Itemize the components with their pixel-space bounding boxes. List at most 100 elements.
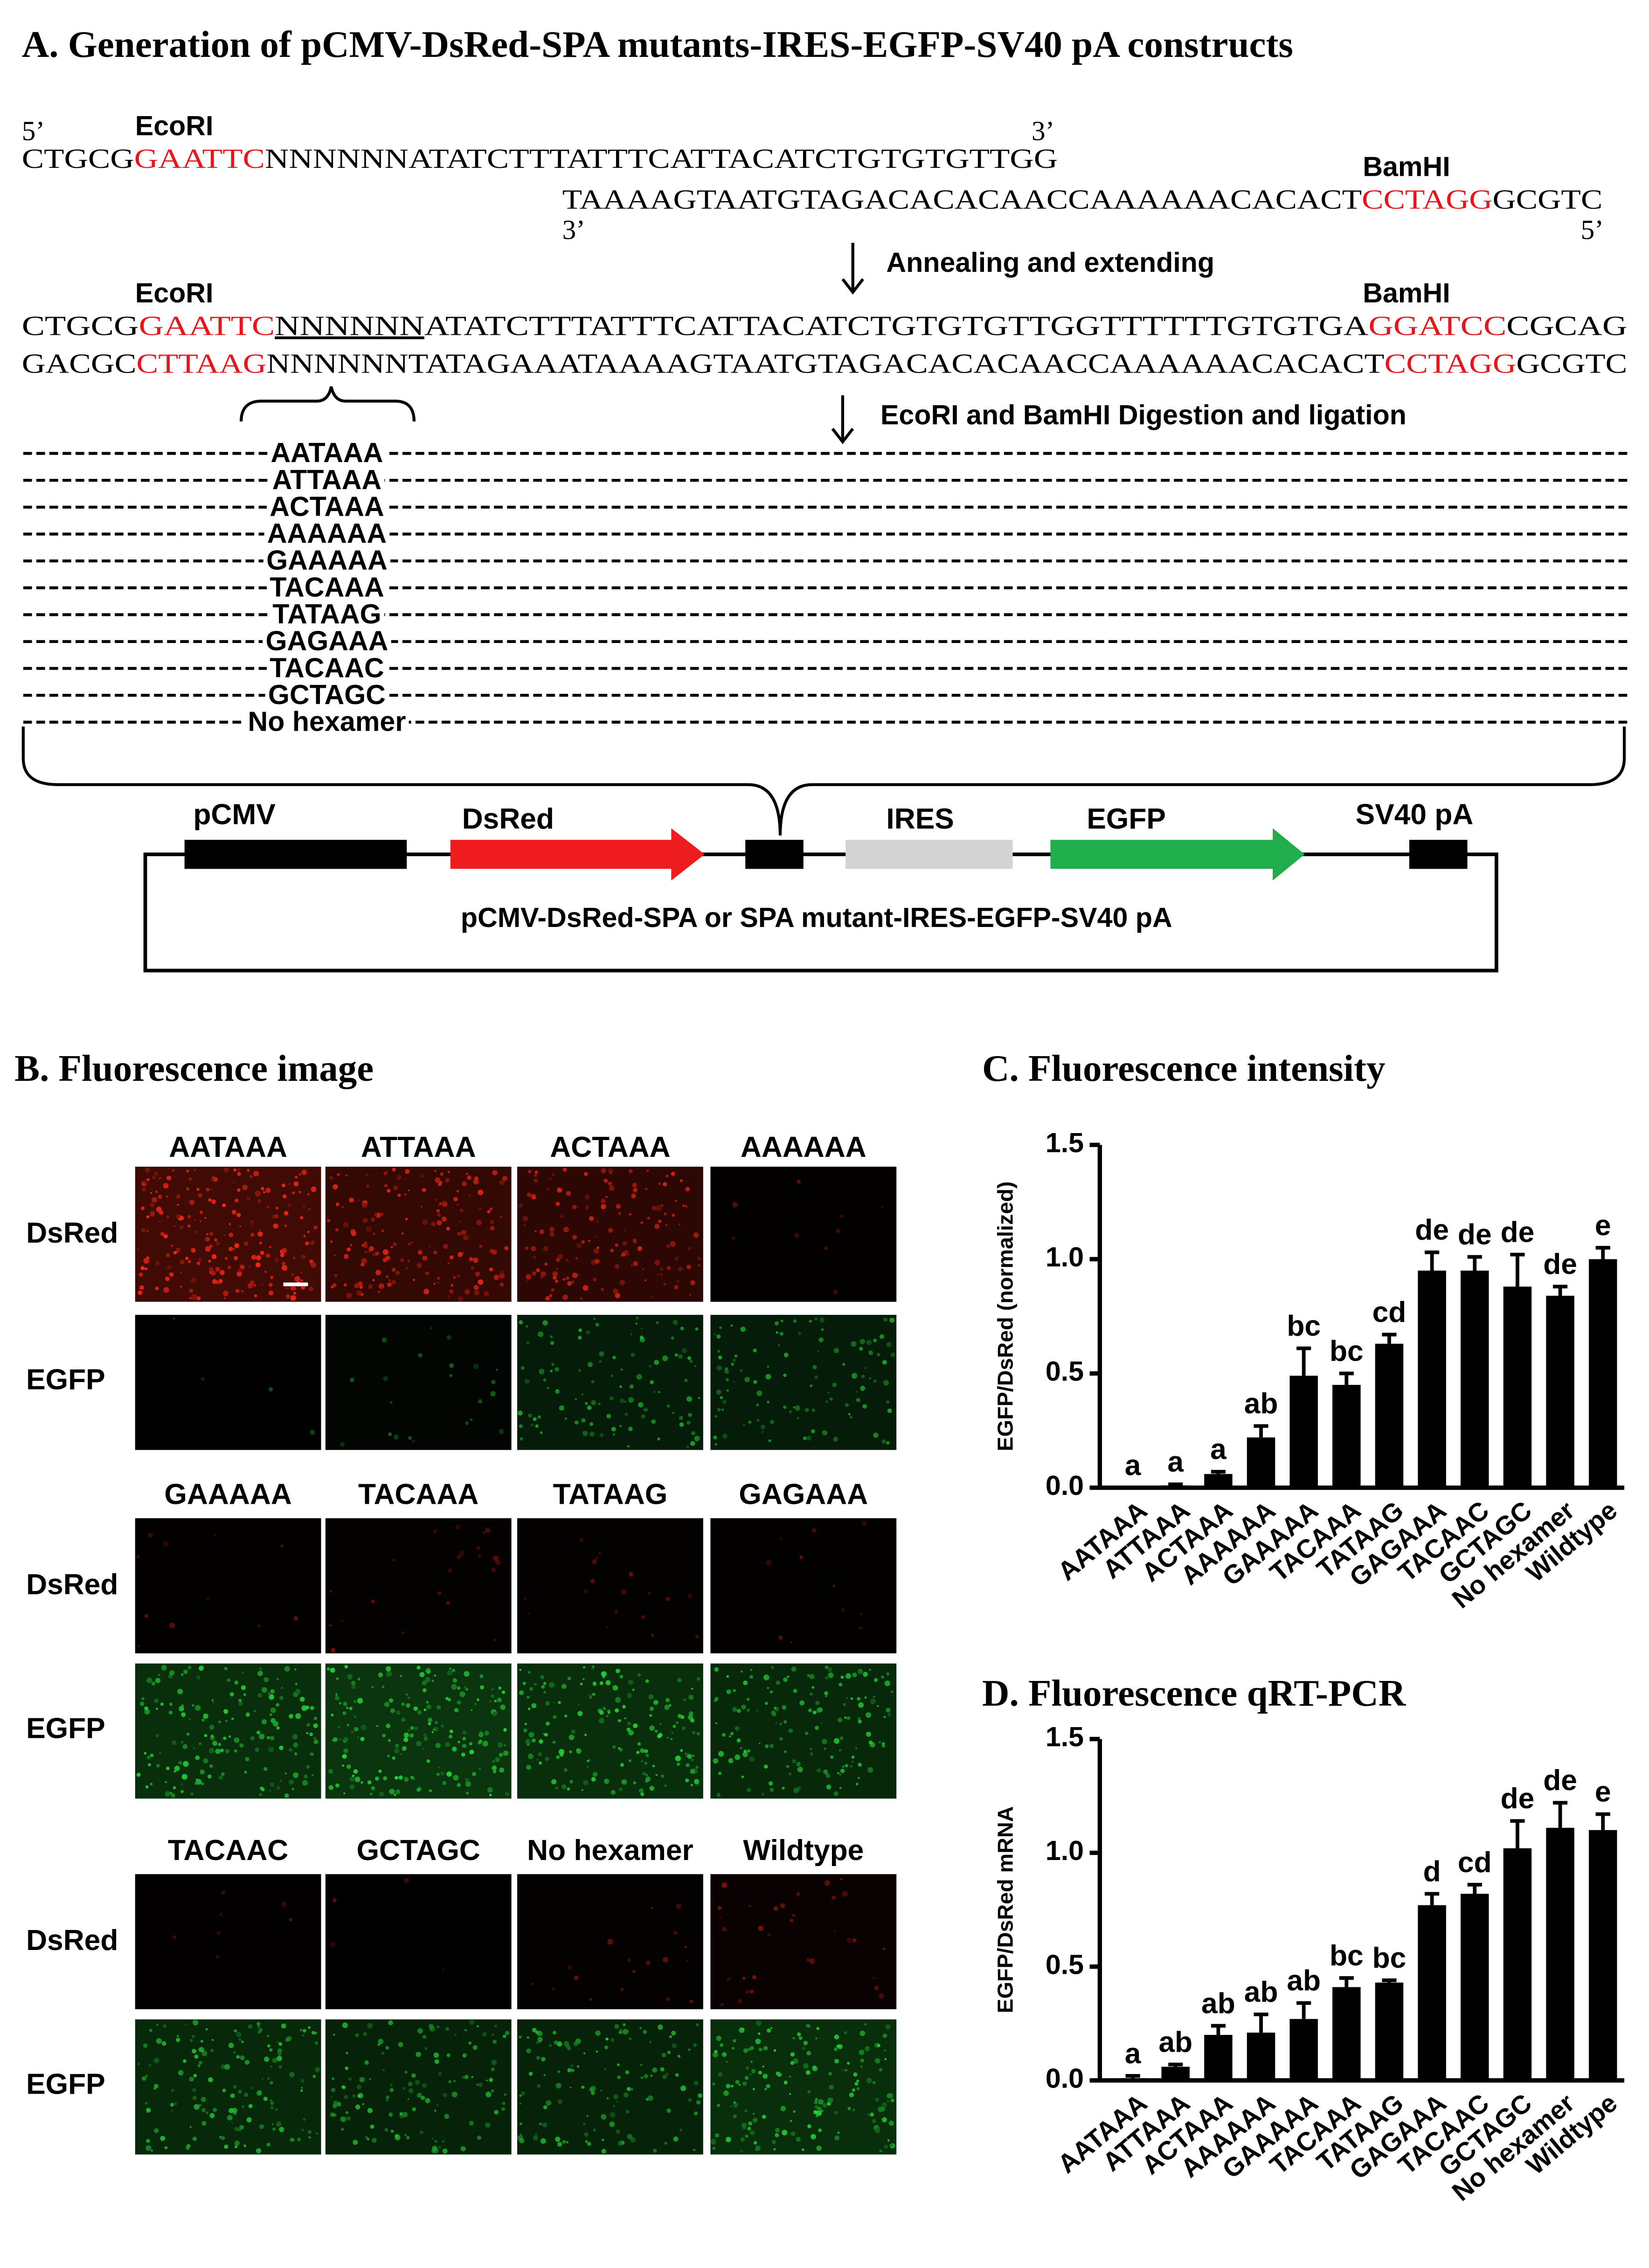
cell-speck (490, 1225, 495, 1231)
cell-speck (640, 2076, 644, 2079)
cell-speck (422, 1747, 425, 1750)
cell-speck (419, 2130, 423, 2134)
cell-speck (858, 1702, 864, 1708)
cell-speck (207, 1597, 209, 1600)
cell-speck (828, 1672, 834, 1678)
cell-speck (440, 1771, 444, 1776)
cell-speck (151, 1681, 156, 1686)
cell-speck (416, 1263, 422, 1268)
cell-speck (146, 1755, 151, 1760)
cell-speck (180, 1741, 184, 1744)
cell-speck (462, 1736, 466, 1741)
cell-speck (248, 2104, 253, 2109)
cell-speck (717, 1408, 721, 1412)
cell-speck (294, 1752, 298, 1756)
cell-speck (695, 2023, 699, 2027)
cell-speck (307, 2130, 312, 2134)
cell-speck (449, 1289, 454, 1294)
cell-speck (310, 1430, 315, 1435)
cell-speck (806, 2051, 811, 2055)
cell-speck (823, 1769, 828, 1775)
cell-speck (489, 1793, 492, 1797)
cell-speck (237, 2128, 242, 2132)
cell-speck (455, 1524, 460, 1530)
cell-speck (374, 1776, 379, 1781)
cell-speck (227, 2115, 233, 2121)
cell-speck (470, 1418, 473, 1421)
cell-speck (758, 1925, 764, 1931)
cell-speck (790, 2061, 795, 2065)
cell-speck (406, 2136, 410, 2140)
site-label: BamHI (1363, 151, 1450, 182)
cell-speck (588, 1239, 590, 1242)
cell-speck (604, 1778, 610, 1784)
cell-speck (289, 1779, 294, 1785)
cell-speck (464, 2074, 469, 2080)
cell-speck (873, 1695, 875, 1698)
cell-speck (234, 1198, 239, 1203)
cell-speck (153, 2083, 159, 2089)
cell-speck (390, 1246, 393, 1249)
cell-speck (354, 1776, 360, 1782)
cell-speck (686, 1396, 692, 1402)
cell-speck (648, 1694, 654, 1700)
cell-speck (224, 1667, 228, 1670)
hexamer-label: AATAAA (270, 437, 383, 468)
cell-speck (833, 1290, 838, 1294)
cell-speck (688, 1694, 694, 1700)
cell-speck (330, 1667, 335, 1673)
cell-speck (255, 1190, 261, 1196)
hexamer-list: AATAAAATTAAAACTAAAAAAAAAGAAAAATACAAATATA… (23, 437, 1628, 737)
cell-speck (549, 1231, 554, 1237)
cell-speck (461, 1752, 465, 1757)
cell-speck (589, 1431, 595, 1437)
seq-part: CTGCG (22, 310, 139, 341)
cell-speck (737, 1708, 741, 1713)
cell-speck (469, 1749, 474, 1755)
fluorescence-image (135, 1663, 321, 1799)
cell-speck (335, 1228, 339, 1232)
cell-speck (543, 1246, 548, 1252)
cell-speck (557, 1701, 561, 1704)
cell-speck (650, 1295, 653, 1299)
cell-speck (492, 1760, 495, 1763)
cell-speck (473, 1179, 479, 1185)
cell-speck (665, 1224, 667, 1226)
cell-speck (353, 2139, 358, 2145)
cell-speck (208, 2077, 213, 2082)
error-bar (1510, 1252, 1525, 1287)
cell-speck (689, 1999, 693, 2004)
cell-speck (836, 1229, 840, 1233)
cell-speck (351, 1680, 356, 1685)
cell-speck (303, 1235, 306, 1238)
cell-speck (174, 1765, 180, 1771)
cell-speck (417, 1250, 423, 1255)
cell-speck (842, 1891, 848, 1897)
cell-speck (619, 1675, 624, 1679)
cell-speck (250, 1220, 254, 1224)
cell-speck (797, 1786, 801, 1791)
cell-speck (436, 2025, 440, 2028)
cell-speck (301, 2129, 304, 2132)
cell-speck (718, 1355, 722, 1360)
cell-speck (639, 1335, 644, 1340)
cell-speck (523, 1597, 527, 1601)
cell-speck (758, 2071, 762, 2075)
cell-speck (855, 1390, 858, 1393)
cell-speck (423, 1708, 427, 1711)
cell-speck (790, 2131, 796, 2137)
cell-speck (658, 1219, 662, 1223)
cell-speck (270, 1736, 275, 1741)
cell-speck (612, 1745, 616, 1749)
cell-speck (746, 2066, 749, 2070)
cell-speck (838, 1682, 843, 1687)
cell-speck (166, 1175, 172, 1181)
cell-speck (369, 2078, 371, 2080)
cell-speck (811, 1686, 815, 1689)
cell-speck (462, 2075, 465, 2079)
cell-speck (491, 1568, 496, 1573)
cell-speck (806, 1958, 810, 1962)
cell-speck (576, 1748, 582, 1754)
cell-speck (623, 2023, 626, 2026)
cell-speck (564, 1417, 568, 1420)
